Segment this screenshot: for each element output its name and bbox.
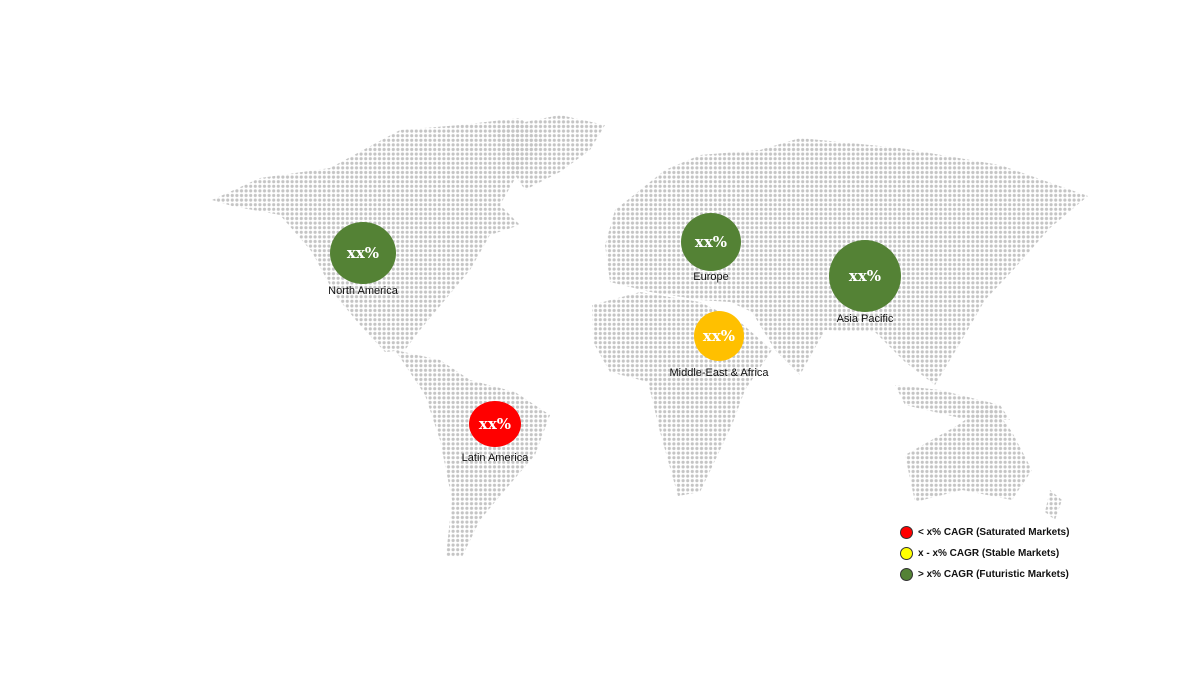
- legend-item-futuristic: > x% CAGR (Futuristic Markets): [900, 564, 1069, 585]
- cagr-value: xx%: [478, 415, 512, 433]
- asia-pacific-label: Asia Pacific: [836, 313, 894, 325]
- latin-america-label: Latin America: [461, 452, 529, 464]
- greenland-landmass: [495, 115, 605, 190]
- europe-bubble: xx%: [681, 213, 741, 271]
- legend-label: > x% CAGR (Futuristic Markets): [918, 569, 1069, 580]
- cagr-value: xx%: [702, 327, 736, 345]
- middle-east-africa-label: Middle-East & Africa: [669, 367, 769, 379]
- middle-east-africa-bubble: xx%: [694, 311, 744, 361]
- north-america-bubble: xx%: [330, 222, 396, 284]
- cagr-value: xx%: [694, 233, 728, 251]
- red-dot-icon: [900, 526, 913, 539]
- legend: < x% CAGR (Saturated Markets) x - x% CAG…: [900, 522, 1069, 585]
- legend-label: x - x% CAGR (Stable Markets): [918, 548, 1060, 559]
- cagr-value: xx%: [848, 267, 882, 285]
- new-zealand-landmass: [1045, 490, 1062, 520]
- australia-landmass: [905, 402, 1032, 502]
- latin-america-bubble: xx%: [469, 401, 521, 447]
- asia-pacific-bubble: xx%: [829, 240, 901, 312]
- north-america-label: North America: [328, 285, 398, 297]
- legend-item-stable: x - x% CAGR (Stable Markets): [900, 543, 1069, 564]
- yellow-dot-icon: [900, 547, 913, 560]
- latin-america-landmass: [395, 350, 550, 557]
- legend-label: < x% CAGR (Saturated Markets): [918, 527, 1070, 538]
- green-dot-icon: [900, 568, 913, 581]
- africa-landmass: [592, 292, 772, 496]
- legend-item-saturated: < x% CAGR (Saturated Markets): [900, 522, 1069, 543]
- europe-label: Europe: [693, 271, 729, 283]
- cagr-value: xx%: [346, 244, 380, 262]
